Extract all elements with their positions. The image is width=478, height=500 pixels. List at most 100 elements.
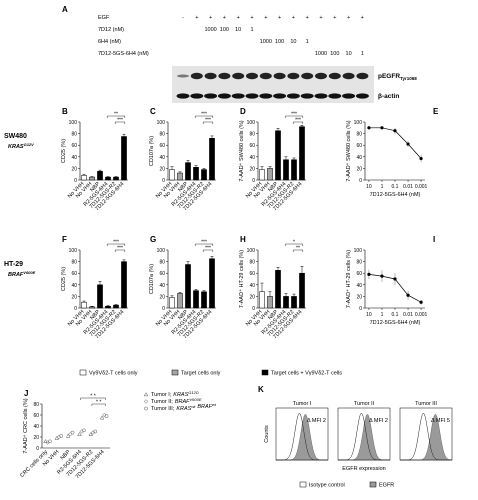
row-cell: - (182, 15, 184, 21)
x-tick-label: 0.001 (415, 184, 428, 190)
point (79, 429, 84, 434)
bar (193, 290, 199, 309)
point (419, 156, 423, 161)
x-tick-label: 1 (381, 184, 384, 190)
y-tick-label: 100 (247, 248, 256, 254)
histogram-isotype (400, 413, 452, 461)
mutation: G12V (24, 142, 35, 147)
sig-label: *** (113, 240, 119, 246)
band (300, 93, 314, 99)
gene: BRAF (197, 404, 212, 410)
bar (291, 296, 297, 309)
bar (169, 297, 175, 309)
bar (105, 306, 111, 309)
band (245, 93, 259, 99)
bar (89, 306, 95, 309)
y-tick-label: 0 (74, 306, 77, 312)
x-tick-label: 0.001 (415, 312, 428, 318)
point (77, 431, 82, 436)
series-name: Tumor III; (151, 406, 175, 412)
y-axis-label: 7-AAD⁺ HT-29 cells (%) (238, 250, 245, 308)
y-axis-label: CD107a (%) (149, 136, 155, 166)
legend-label: Target cells + Vγ9Vδ2-T cells (271, 371, 342, 377)
sig-label: * * (96, 400, 101, 406)
y-tick-label: 60 (356, 143, 362, 149)
sig-bracket (115, 249, 125, 252)
y-tick-label: 80 (159, 132, 165, 138)
band (356, 72, 369, 80)
bar (113, 304, 119, 309)
mutation: wt (191, 404, 196, 409)
y-tick-label: 20 (71, 166, 77, 172)
y-tick-label: 80 (159, 260, 165, 266)
y-tick-label: 40 (159, 155, 165, 161)
sig-bracket (203, 249, 213, 252)
sig-bracket (115, 121, 125, 124)
y-axis-label: CD25 (%) (61, 267, 67, 291)
band (286, 93, 300, 99)
sig-bracket (107, 243, 125, 246)
y-tick-label: 0 (359, 306, 362, 312)
point (99, 415, 105, 420)
bar (97, 284, 103, 309)
panel-label: E (433, 107, 439, 116)
y-tick-label: 100 (157, 248, 166, 254)
x-axis-label: EGFR expression (342, 466, 385, 472)
x-tick-label: 0.1 (392, 312, 399, 318)
gene: BRAF (175, 399, 190, 405)
y-tick-label: 40 (356, 155, 362, 161)
point (406, 293, 410, 297)
point (45, 440, 50, 445)
sig-bracket (91, 403, 106, 406)
legend-marker (144, 406, 148, 411)
panel-label: J (24, 389, 28, 398)
y-tick-label: 100 (354, 248, 363, 254)
x-tick-label: 10 (366, 184, 372, 190)
blot-name: pEGFR (378, 73, 400, 80)
point (70, 430, 75, 435)
band (259, 72, 272, 80)
y-tick-label: 40 (71, 155, 77, 161)
y-tick-label: 80 (71, 132, 77, 138)
point (367, 126, 371, 130)
x-tick-label: 10 (366, 312, 372, 318)
y-tick-label: 80 (356, 132, 362, 138)
band (231, 93, 245, 99)
band (328, 72, 341, 80)
sig-bracket (285, 243, 303, 246)
sig-label: *** (117, 118, 123, 124)
bar (299, 126, 305, 181)
genotype: KRASG12V (8, 142, 34, 150)
y-tick-label: 40 (356, 283, 362, 289)
x-tick-label: 0.01 (403, 184, 413, 190)
sig-bracket (195, 115, 213, 118)
sig-label: *** (117, 246, 123, 252)
bar (291, 159, 297, 181)
bar (267, 296, 273, 309)
sig-bracket (293, 249, 303, 252)
y-tick-label: 60 (249, 143, 255, 149)
y-tick-label: 60 (249, 271, 255, 277)
row-cell: + (292, 15, 295, 21)
band (301, 72, 314, 80)
band (273, 72, 286, 80)
mutation: V600E (23, 270, 35, 275)
gene: KRAS (176, 406, 191, 412)
band (355, 93, 369, 99)
point (90, 430, 96, 435)
bar (275, 270, 281, 309)
row-cell: + (195, 15, 198, 21)
band (217, 93, 231, 99)
band (177, 74, 189, 78)
band (315, 72, 327, 80)
row-label: EGF (98, 15, 110, 21)
row-cell: + (306, 15, 309, 21)
band (287, 72, 300, 80)
bar (283, 296, 289, 309)
legend-label: Tumor II; BRAFV600E (151, 397, 202, 405)
x-axis-label: 7D12-5GS-6H4 (nM) (370, 192, 421, 198)
y-tick-label: 40 (249, 283, 255, 289)
y-tick-label: 80 (356, 260, 362, 266)
legend-label: Isotype control (309, 483, 345, 489)
